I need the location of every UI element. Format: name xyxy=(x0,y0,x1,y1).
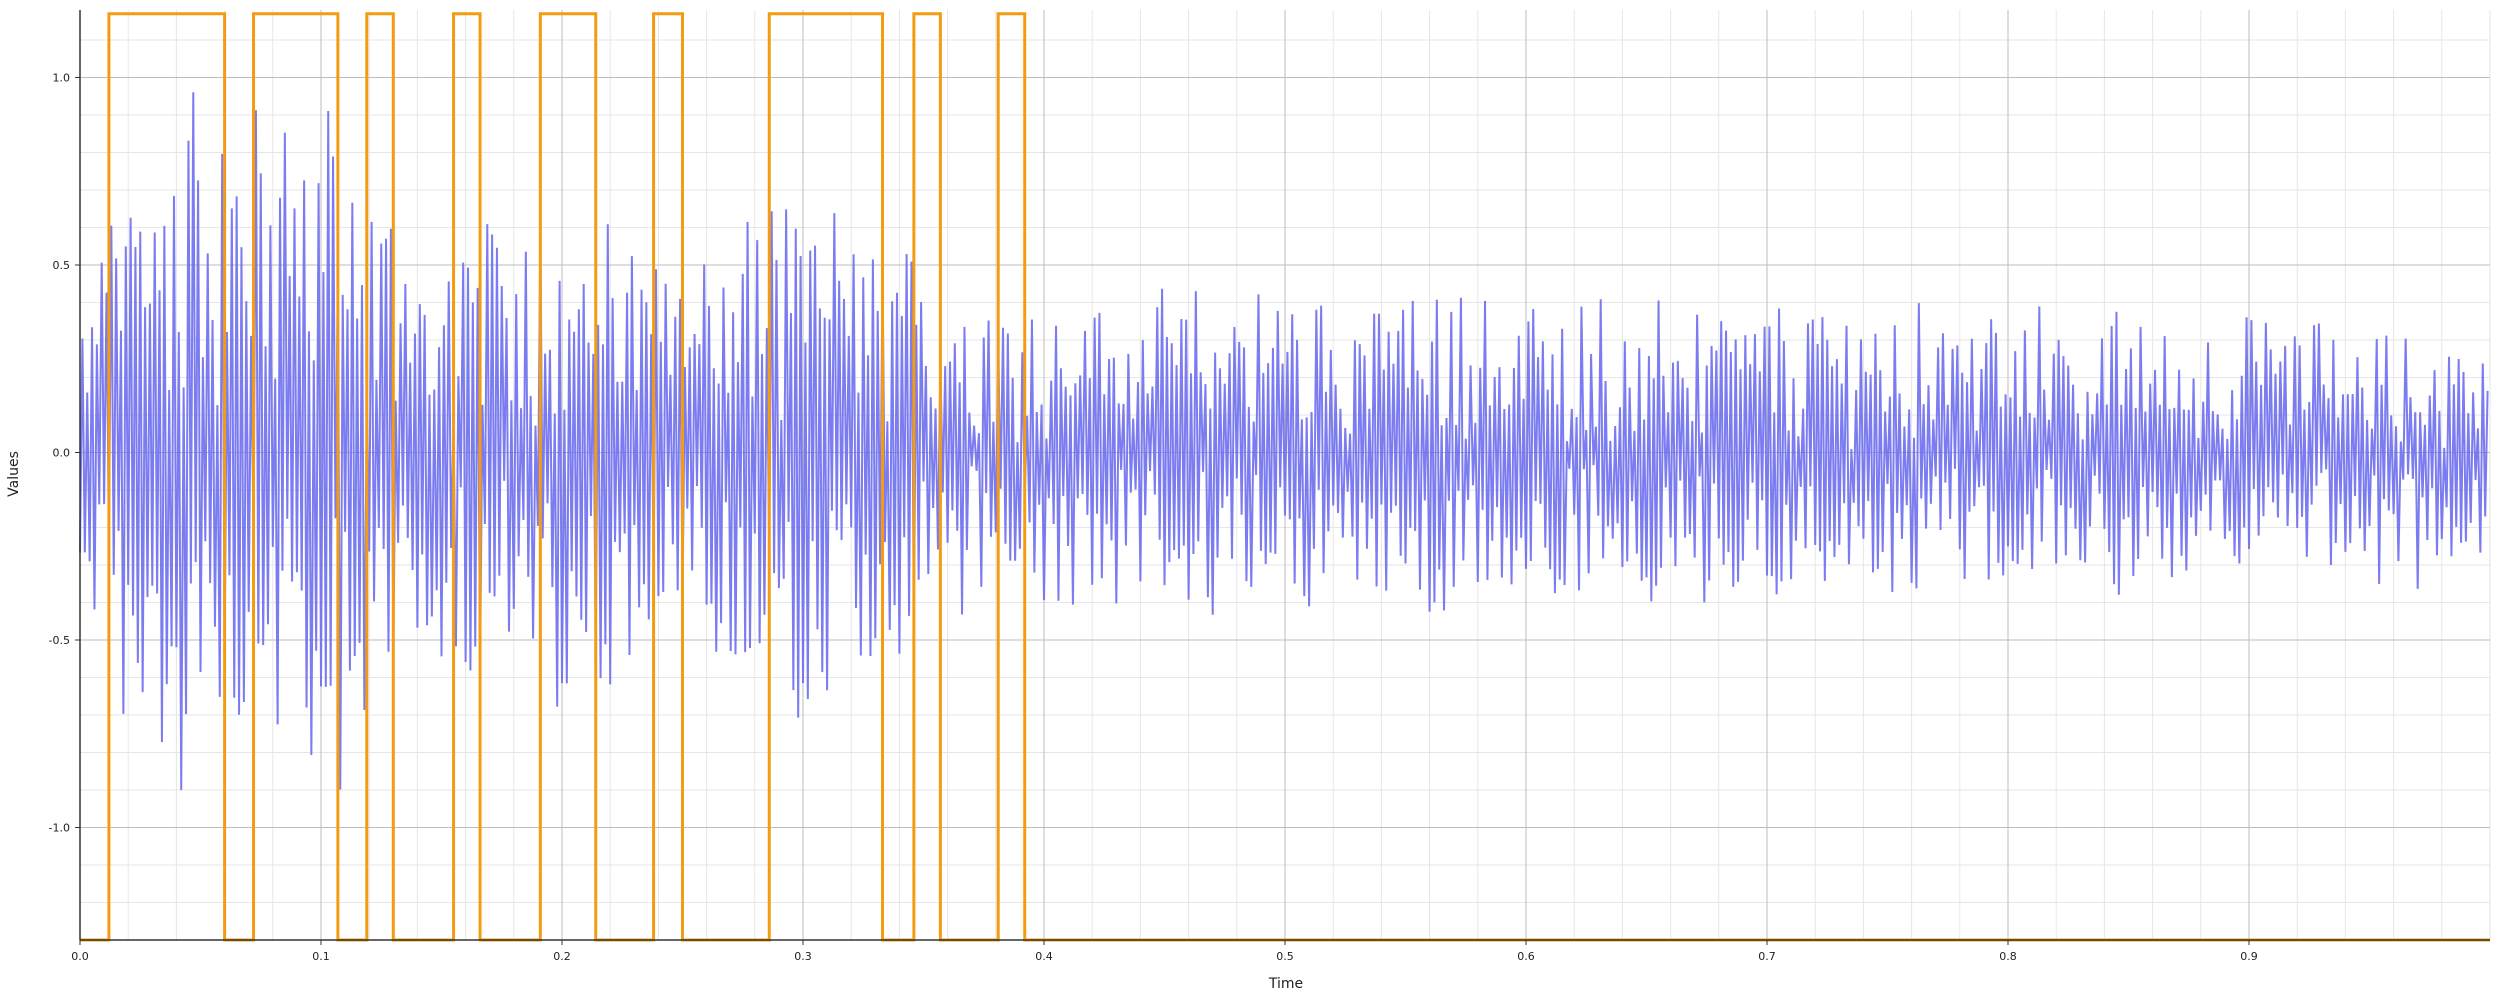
signal-line xyxy=(79,92,2489,791)
x-tick-label: 0.4 xyxy=(1035,950,1053,963)
x-tick-label: 0.0 xyxy=(71,950,89,963)
x-tick-label: 0.8 xyxy=(1999,950,2017,963)
y-tick-label: 1.0 xyxy=(53,72,71,85)
x-tick-label: 0.6 xyxy=(1517,950,1535,963)
segment-series xyxy=(80,12,2490,942)
tick-labels: 0.0 0.1 0.2 0.3 0.4 0.5 0.6 0.7 0.8 0.9 -1.0 -0.5 0.… xyxy=(49,72,2258,964)
segment-step-line xyxy=(80,12,2490,942)
x-tick-label: 0.2 xyxy=(553,950,571,963)
x-tick-label: 0.3 xyxy=(794,950,812,963)
y-axis-label: Values xyxy=(6,451,22,497)
y-tick-label: 0.0 xyxy=(53,447,71,460)
signal-series xyxy=(79,92,2489,791)
x-tick-label: 0.7 xyxy=(1758,950,1776,963)
x-axis-label: Time xyxy=(1268,976,1303,992)
y-tick-label: -1.0 xyxy=(49,822,70,835)
y-tick-label: -0.5 xyxy=(49,634,70,647)
x-tick-label: 0.1 xyxy=(312,950,330,963)
x-tick-label: 0.5 xyxy=(1276,950,1294,963)
x-tick-label: 0.9 xyxy=(2240,950,2258,963)
y-tick-label: 0.5 xyxy=(53,259,71,272)
